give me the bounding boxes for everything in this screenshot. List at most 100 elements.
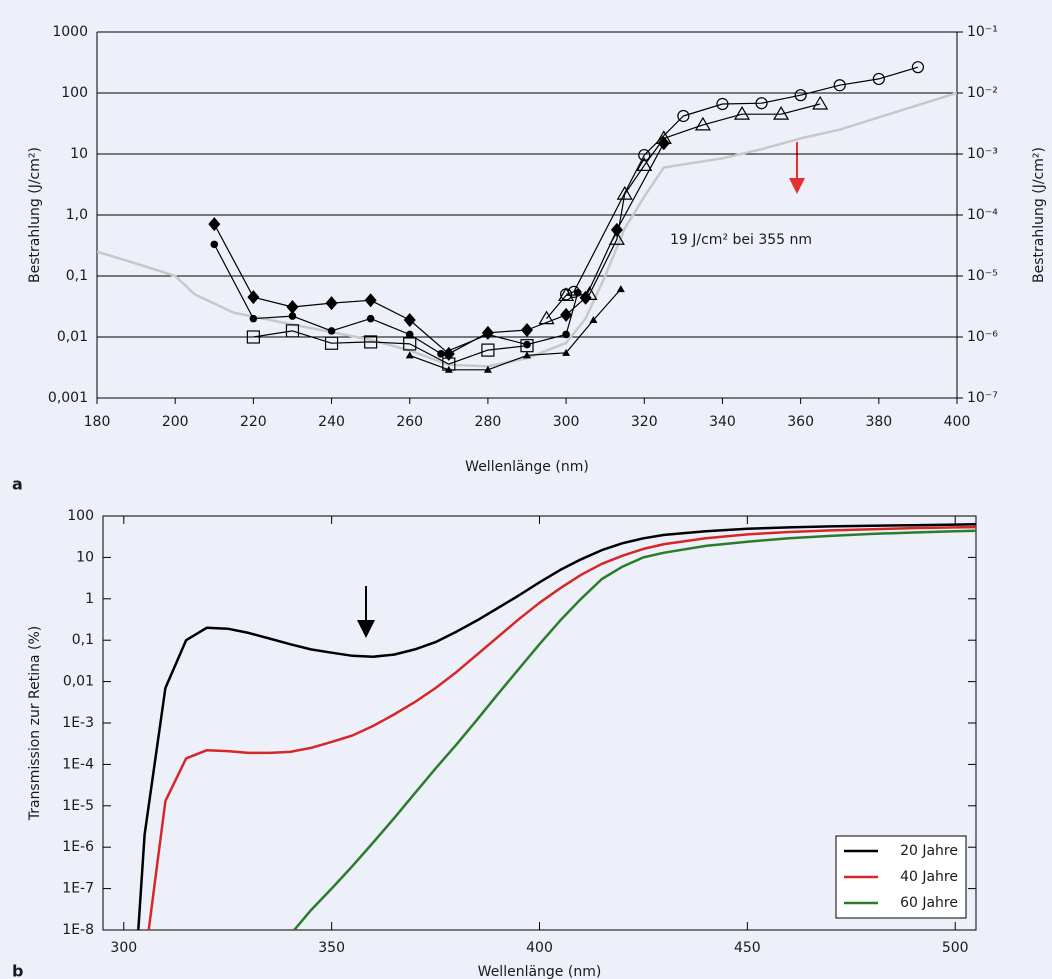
- marker: [812, 95, 829, 110]
- y-tick-label: 1E-3: [62, 715, 94, 731]
- x-tick-label: 300: [110, 940, 137, 956]
- y-tick-label: 0,1: [72, 632, 94, 648]
- y-tick-label: 100: [61, 85, 88, 101]
- x-tick-label: 220: [240, 414, 267, 430]
- y2-axis-label: Bestrahlung (J/cm²): [1031, 147, 1047, 283]
- y-tick-label: 10: [76, 549, 94, 565]
- marker: [833, 79, 846, 92]
- marker: [327, 327, 336, 335]
- y-tick-label: 1E-4: [62, 756, 94, 772]
- x-tick-label: 400: [944, 414, 971, 430]
- marker: [608, 231, 625, 245]
- legend-label: 20 Jahre: [900, 843, 958, 859]
- marker: [794, 89, 807, 102]
- marker: [677, 109, 690, 123]
- y-tick-label: 0,01: [63, 674, 94, 690]
- marker: [444, 365, 453, 373]
- panel-label: b: [12, 962, 23, 979]
- series-line: [546, 103, 821, 319]
- legend-label: 40 Jahre: [900, 869, 958, 885]
- marker: [403, 337, 417, 351]
- y-axis-label: Transmission zur Retina (%): [27, 626, 43, 822]
- y-tick-label: 1: [85, 591, 94, 607]
- marker: [655, 130, 672, 145]
- marker: [249, 314, 258, 323]
- marker: [405, 351, 414, 359]
- y-tick-label: 1000: [52, 24, 88, 40]
- y2-tick-label: 10⁻³: [967, 146, 998, 162]
- plot-frame: [102, 515, 977, 931]
- marker: [589, 315, 598, 323]
- x-tick-label: 360: [787, 414, 814, 430]
- marker: [694, 116, 711, 131]
- y-tick-label: 10: [70, 146, 88, 162]
- x-tick-label: 260: [396, 414, 423, 430]
- marker: [208, 217, 221, 232]
- marker: [437, 350, 445, 358]
- marker: [520, 339, 534, 353]
- marker: [364, 335, 378, 349]
- marker: [403, 312, 416, 327]
- y2-tick-label: 10⁻¹: [967, 24, 998, 40]
- marker: [638, 148, 651, 162]
- x-tick-label: 200: [162, 414, 189, 430]
- marker: [562, 330, 570, 339]
- marker: [210, 240, 219, 249]
- x-tick-label: 380: [865, 414, 892, 430]
- y2-tick-label: 10⁻⁵: [967, 268, 998, 284]
- marker: [481, 343, 495, 357]
- x-tick-label: 320: [631, 414, 658, 430]
- series-line: [293, 529, 976, 930]
- marker: [521, 323, 533, 338]
- x-tick-label: 340: [709, 414, 736, 430]
- marker: [364, 293, 377, 308]
- marker: [324, 336, 339, 350]
- x-axis-label: Wellenlänge (nm): [465, 459, 589, 475]
- marker: [610, 222, 623, 237]
- marker: [523, 340, 531, 349]
- y-tick-label: 1E-6: [62, 839, 94, 855]
- y-tick-label: 1,0: [66, 207, 88, 223]
- x-tick-label: 240: [318, 414, 345, 430]
- y2-tick-label: 10⁻⁴: [967, 207, 998, 223]
- marker: [579, 290, 592, 305]
- marker: [483, 365, 492, 373]
- marker: [285, 324, 300, 338]
- marker: [286, 300, 299, 315]
- series-group: [137, 523, 976, 930]
- series-line: [147, 525, 976, 930]
- series-line: [565, 66, 919, 295]
- y-axis-label: Bestrahlung (J/cm²): [27, 147, 43, 283]
- marker: [442, 357, 456, 371]
- red-arrow-head: [789, 178, 805, 194]
- y-tick-label: 0,1: [66, 268, 88, 284]
- panel-label: a: [12, 475, 23, 494]
- y-tick-label: 0,01: [57, 329, 88, 345]
- marker: [558, 287, 575, 302]
- marker: [325, 296, 338, 311]
- marker: [636, 157, 653, 172]
- marker: [911, 61, 925, 74]
- y-tick-label: 0,001: [48, 390, 88, 406]
- marker: [716, 97, 729, 111]
- marker: [733, 105, 751, 120]
- series-line: [97, 91, 957, 368]
- marker: [872, 72, 885, 86]
- x-tick-label: 450: [734, 940, 761, 956]
- y2-tick-label: 10⁻²: [967, 85, 998, 101]
- marker: [616, 285, 625, 293]
- y-tick-label: 100: [67, 508, 94, 524]
- x-tick-label: 300: [553, 414, 580, 430]
- x-tick-label: 180: [84, 414, 111, 430]
- marker: [288, 312, 297, 320]
- x-tick-label: 500: [942, 940, 969, 956]
- y-tick-label: 1E-8: [62, 922, 94, 938]
- marker: [616, 185, 633, 200]
- y2-tick-label: 10⁻⁷: [967, 390, 998, 406]
- x-tick-label: 400: [526, 940, 553, 956]
- black-arrow-head: [357, 620, 375, 638]
- marker: [366, 314, 375, 323]
- annotation: 19 J/cm² bei 355 nm: [670, 232, 812, 248]
- marker: [247, 290, 260, 305]
